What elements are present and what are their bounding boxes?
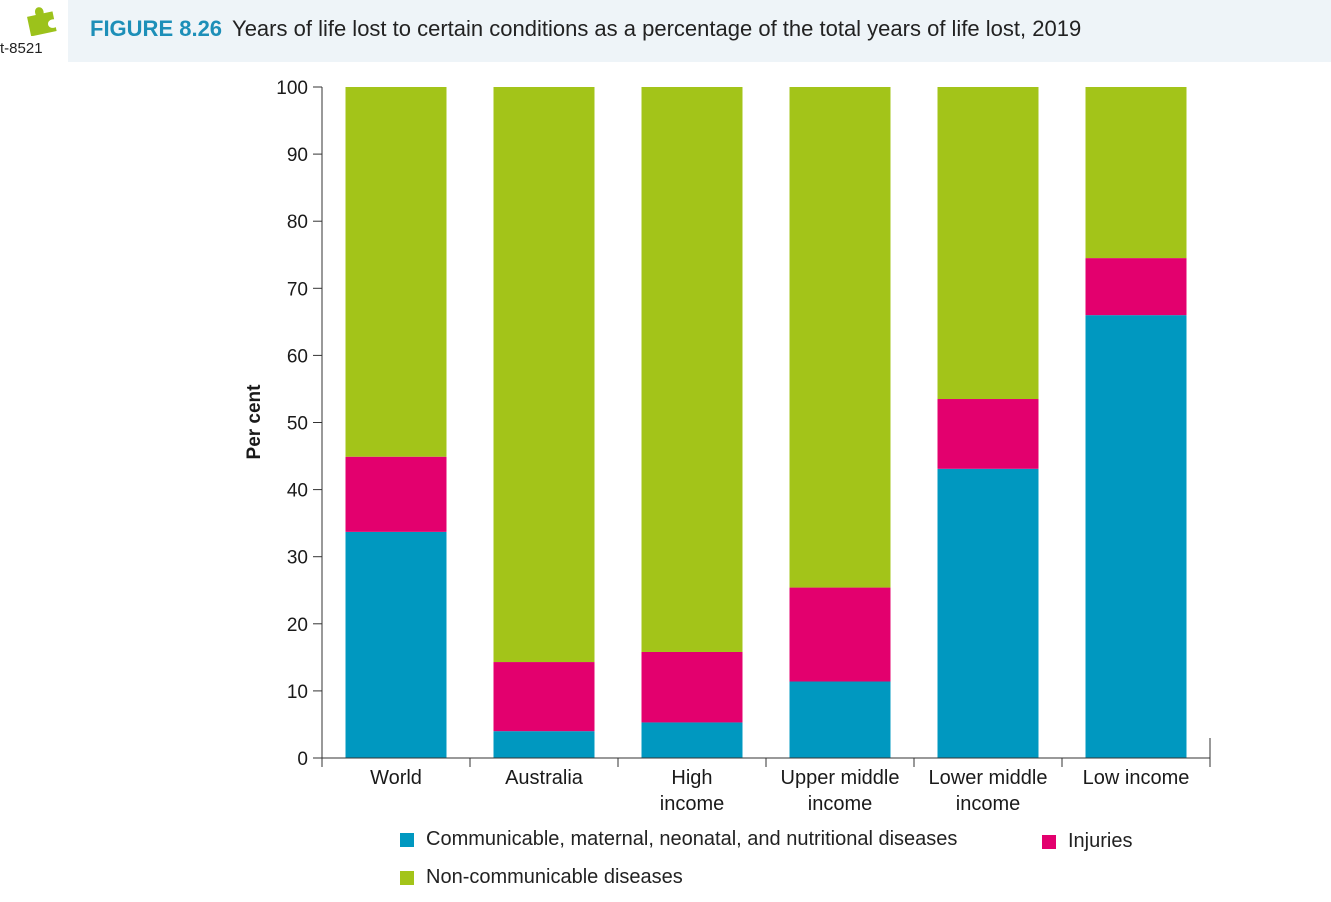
bar-injuries-6 <box>1085 258 1187 316</box>
legend-label-injuries: Injuries <box>1068 830 1133 852</box>
figure-label: FIGURE 8.26 <box>90 16 223 41</box>
bar-communicable-5 <box>937 468 1039 758</box>
y-tick-label-70: 70 <box>287 279 308 300</box>
y-tick-label-40: 40 <box>287 481 308 502</box>
y-tick-label-90: 90 <box>287 145 308 166</box>
legend-label-communicable: Communicable, maternal, neonatal, and nu… <box>426 828 958 850</box>
y-tick-label-0: 0 <box>297 749 308 770</box>
y-tick-label-30: 30 <box>287 548 308 569</box>
legend-label-noncommunicable: Non-communicable diseases <box>426 866 683 888</box>
legend-swatch-injuries <box>1042 834 1056 849</box>
legend-item-noncommunicable: Non-communicable diseases <box>400 866 683 889</box>
x-tick-label-3: High income <box>660 767 724 815</box>
puzzle-piece-icon <box>27 7 57 36</box>
x-tick-label-2: Australia <box>505 767 584 789</box>
bar-noncommunicable-1 <box>345 87 447 457</box>
y-axis-label: Per cent <box>244 384 265 460</box>
x-tick-label-6: Low income <box>1083 767 1190 789</box>
x-tick-label-4: Upper middle income <box>781 767 900 815</box>
x-tick-label-1: World <box>370 767 422 789</box>
y-tick-label-80: 80 <box>287 212 308 233</box>
page-reference: t-8521 <box>0 40 43 57</box>
legend-item-communicable: Communicable, maternal, neonatal, and nu… <box>400 828 957 851</box>
bar-injuries-3 <box>641 651 743 723</box>
bar-communicable-3 <box>641 722 743 758</box>
bar-injuries-4 <box>789 587 891 682</box>
bar-noncommunicable-4 <box>789 87 891 588</box>
y-tick-label-10: 10 <box>287 682 308 703</box>
legend-item-injuries: Injuries <box>1042 830 1132 853</box>
bar-communicable-6 <box>1085 315 1187 758</box>
legend-swatch-communicable <box>400 832 414 847</box>
bar-communicable-2 <box>493 731 595 758</box>
bar-noncommunicable-2 <box>493 87 595 663</box>
figure-title: FIGURE 8.26 Years of life lost to certain… <box>90 16 1081 42</box>
x-tick-label-5: Lower middle income <box>929 767 1048 815</box>
y-tick-label-60: 60 <box>287 346 308 367</box>
bar-noncommunicable-3 <box>641 87 743 652</box>
bar-noncommunicable-6 <box>1085 87 1187 259</box>
bar-noncommunicable-5 <box>937 87 1039 400</box>
legend-swatch-noncommunicable <box>400 870 414 885</box>
y-tick-label-50: 50 <box>287 414 308 435</box>
bar-injuries-2 <box>493 662 595 732</box>
bar-communicable-1 <box>345 531 447 758</box>
bar-injuries-5 <box>937 399 1039 469</box>
bar-injuries-1 <box>345 456 447 532</box>
bar-communicable-4 <box>789 681 891 758</box>
figure-caption: Years of life lost to certain conditions… <box>232 16 1082 41</box>
y-tick-label-20: 20 <box>287 615 308 636</box>
figure-header-band <box>68 0 1331 62</box>
y-tick-label-100: 100 <box>276 78 308 99</box>
